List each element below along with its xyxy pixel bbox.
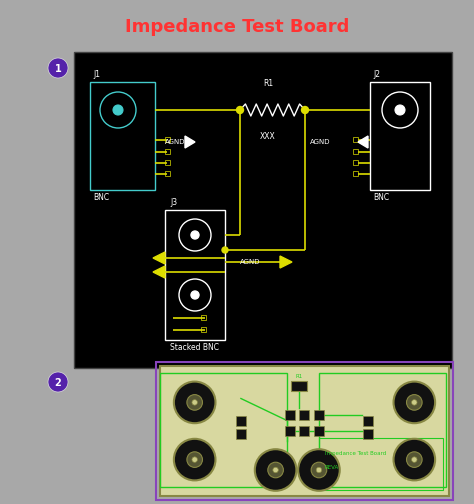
Circle shape <box>411 400 417 405</box>
Text: J2: J2 <box>373 70 380 79</box>
Text: J3: J3 <box>170 198 177 207</box>
Circle shape <box>191 231 199 239</box>
Polygon shape <box>185 136 195 148</box>
Circle shape <box>268 462 283 478</box>
Circle shape <box>237 106 244 113</box>
Bar <box>236 428 246 438</box>
Text: 1: 1 <box>55 64 61 74</box>
Bar <box>363 416 373 425</box>
Bar <box>363 428 373 438</box>
Bar <box>201 327 206 332</box>
Circle shape <box>255 449 296 491</box>
Bar <box>236 416 246 425</box>
Polygon shape <box>280 256 292 268</box>
Text: AGND: AGND <box>240 259 261 265</box>
Text: R1: R1 <box>263 79 273 88</box>
Bar <box>201 315 206 320</box>
Circle shape <box>191 291 199 299</box>
Bar <box>156 362 453 500</box>
Bar <box>291 381 307 391</box>
Circle shape <box>316 467 322 473</box>
Circle shape <box>192 457 197 462</box>
Bar <box>160 366 449 496</box>
Text: AGND: AGND <box>310 139 330 145</box>
Text: BNC: BNC <box>93 193 109 202</box>
Polygon shape <box>358 136 368 148</box>
Bar <box>165 149 170 154</box>
Circle shape <box>393 439 435 480</box>
Bar <box>285 410 295 420</box>
Bar <box>300 426 310 436</box>
Bar <box>353 149 358 154</box>
Circle shape <box>48 58 68 78</box>
Bar <box>90 82 155 190</box>
Text: AGND: AGND <box>165 139 185 145</box>
Circle shape <box>174 439 216 480</box>
Circle shape <box>192 400 197 405</box>
Bar <box>353 137 358 142</box>
Text: J1: J1 <box>93 70 100 79</box>
Circle shape <box>301 106 309 113</box>
Bar <box>300 410 310 420</box>
Polygon shape <box>153 266 165 278</box>
Bar <box>319 437 443 489</box>
Circle shape <box>187 395 202 410</box>
Text: 2: 2 <box>55 378 61 388</box>
Circle shape <box>222 247 228 253</box>
Bar <box>165 171 170 176</box>
Bar <box>160 372 287 487</box>
Text: R1: R1 <box>295 374 302 379</box>
Circle shape <box>395 105 405 115</box>
Bar <box>285 426 295 436</box>
Circle shape <box>298 449 340 491</box>
Bar <box>353 160 358 165</box>
Text: BNC: BNC <box>373 193 389 202</box>
Text: Impedance Test Board: Impedance Test Board <box>325 451 386 456</box>
Circle shape <box>393 382 435 423</box>
Text: XXX: XXX <box>260 132 276 141</box>
Text: Stacked BNC: Stacked BNC <box>170 343 219 352</box>
Bar <box>165 160 170 165</box>
Circle shape <box>407 395 422 410</box>
Circle shape <box>273 467 278 473</box>
Circle shape <box>113 105 123 115</box>
Bar <box>370 82 430 190</box>
Text: Impedance Test Board: Impedance Test Board <box>125 18 349 36</box>
Bar <box>165 210 225 340</box>
Bar <box>165 137 170 142</box>
Bar <box>353 171 358 176</box>
Text: REVA: REVA <box>325 465 339 470</box>
Circle shape <box>311 462 327 478</box>
Circle shape <box>407 452 422 467</box>
Bar <box>314 426 324 436</box>
Circle shape <box>411 457 417 462</box>
Bar <box>314 410 324 420</box>
Bar <box>74 52 452 368</box>
Bar <box>319 372 446 487</box>
Circle shape <box>48 372 68 392</box>
Circle shape <box>174 382 216 423</box>
Circle shape <box>187 452 202 467</box>
Polygon shape <box>153 252 165 264</box>
